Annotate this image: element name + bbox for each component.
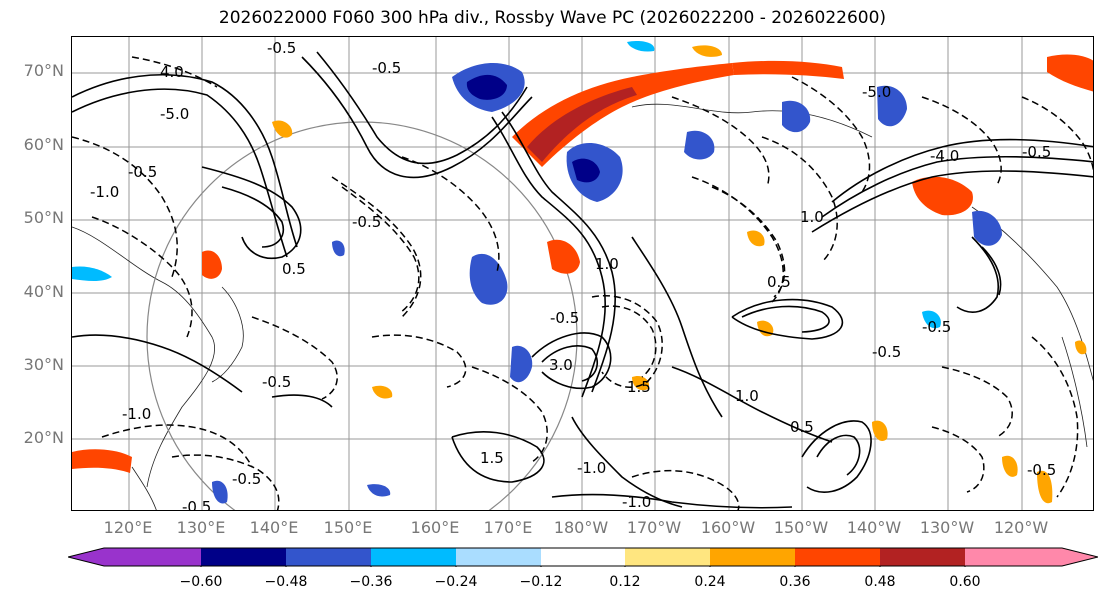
colorbar-segment [104, 548, 201, 566]
contour-label: 0.5 [282, 260, 306, 278]
contour-label: 1.0 [800, 208, 824, 226]
contour-label: -0.5 [232, 470, 261, 488]
lon-label-150w: 150°W [773, 518, 829, 537]
colorbar-tick-label: 0.12 [609, 574, 641, 590]
colorbar-segment [710, 548, 795, 566]
contour-label: 1.5 [480, 449, 504, 467]
contour-label: -1.0 [90, 183, 119, 201]
colorbar-extend-high [1062, 548, 1098, 566]
lon-label-160w: 160°W [700, 518, 756, 537]
colorbar-tick-label: −0.24 [434, 574, 478, 590]
colorbar-segment [625, 548, 710, 566]
lon-label-120w: 120°W [993, 518, 1049, 537]
great-circle [146, 121, 578, 510]
lon-label-130e: 130°E [176, 518, 226, 537]
colorbar-ticks [200, 566, 966, 567]
contour-label: -1.0 [577, 459, 606, 477]
map-title: 2026022000 F060 300 hPa div., Rossby Wav… [218, 8, 887, 28]
colorbar-segment [201, 548, 286, 566]
coastlines [72, 103, 1093, 510]
contour-label: -0.5 [262, 373, 291, 391]
contour-label: 4.0 [160, 63, 184, 81]
contour-label: -5.0 [862, 83, 891, 101]
colorbar-tick-label: −0.60 [179, 574, 223, 590]
colorbar-segment [371, 548, 456, 566]
lon-label-170w: 170°W [626, 518, 682, 537]
colorbar [68, 547, 1098, 567]
colorbar-tick-label: −0.12 [519, 574, 563, 590]
contour-label: -0.5 [872, 343, 901, 361]
contour-label: -0.5 [182, 498, 211, 511]
lon-label-180w: 180°W [553, 518, 609, 537]
contour-label: -0.5 [372, 59, 401, 77]
contour-label: -1.0 [122, 405, 151, 423]
contour-label: -0.5 [1027, 461, 1056, 479]
lat-label-60n: 60°N [23, 135, 64, 154]
shaded-anomalies [72, 41, 1093, 504]
lat-label-70n: 70°N [23, 61, 64, 80]
lon-label-170e: 170°E [483, 518, 533, 537]
contour-label: -0.5 [352, 213, 381, 231]
contour-label: 3.0 [549, 356, 573, 374]
colorbar-outline [68, 547, 1098, 567]
colorbar-segment [541, 548, 625, 566]
lon-label-150e: 150°E [323, 518, 373, 537]
contours-dashed [72, 56, 1093, 510]
contour-label: 0.5 [767, 273, 791, 291]
colorbar-segment [456, 548, 541, 566]
contour-label: 1.0 [595, 255, 619, 273]
map-canvas: -0.5 4.0 -5.0 -0.5 -1.0 -0.5 1.0 -0.5 3.… [72, 37, 1093, 511]
contour-label: 0.5 [790, 418, 814, 436]
contour-label: -0.5 [1022, 143, 1051, 161]
lon-label-140e: 140°E [249, 518, 299, 537]
contour-label: -0.5 [128, 163, 157, 181]
colorbar-tick-label: 0.48 [864, 574, 896, 590]
contours-solid [72, 51, 1093, 509]
colorbar-segment [880, 548, 965, 566]
contour-label: 1.0 [735, 387, 759, 405]
colorbar-tick-label: −0.36 [349, 574, 393, 590]
colorbar-tick-label: 0.60 [949, 574, 981, 590]
contour-label: 1.5 [627, 378, 651, 396]
contour-label: -0.5 [550, 309, 579, 327]
contour-label: -0.5 [267, 39, 296, 57]
lon-label-140w: 140°W [846, 518, 902, 537]
contour-label: -1.0 [622, 493, 651, 511]
colorbar-tick-label: −0.48 [264, 574, 308, 590]
colorbar-tick-label: 0.24 [694, 574, 726, 590]
graticule [72, 37, 1093, 510]
contour-label: -0.5 [922, 318, 951, 336]
lat-label-20n: 20°N [23, 428, 64, 447]
colorbar-tick-label: 0.36 [779, 574, 811, 590]
lat-label-50n: 50°N [23, 208, 64, 227]
lat-label-40n: 40°N [23, 282, 64, 301]
map-panel: -0.5 4.0 -5.0 -0.5 -1.0 -0.5 1.0 -0.5 3.… [71, 36, 1094, 511]
colorbar-segment [965, 548, 1062, 566]
lon-label-120e: 120°E [103, 518, 153, 537]
colorbar-extend-low [68, 548, 104, 566]
contour-labels: -0.5 4.0 -5.0 -0.5 -1.0 -0.5 1.0 -0.5 3.… [90, 39, 1056, 511]
colorbar-segment [795, 548, 880, 566]
lon-label-130w: 130°W [919, 518, 975, 537]
lat-label-30n: 30°N [23, 355, 64, 374]
contour-label: -4.0 [930, 147, 959, 165]
lon-label-160e: 160°E [410, 518, 460, 537]
contour-label: -5.0 [160, 105, 189, 123]
colorbar-segment [286, 548, 371, 566]
